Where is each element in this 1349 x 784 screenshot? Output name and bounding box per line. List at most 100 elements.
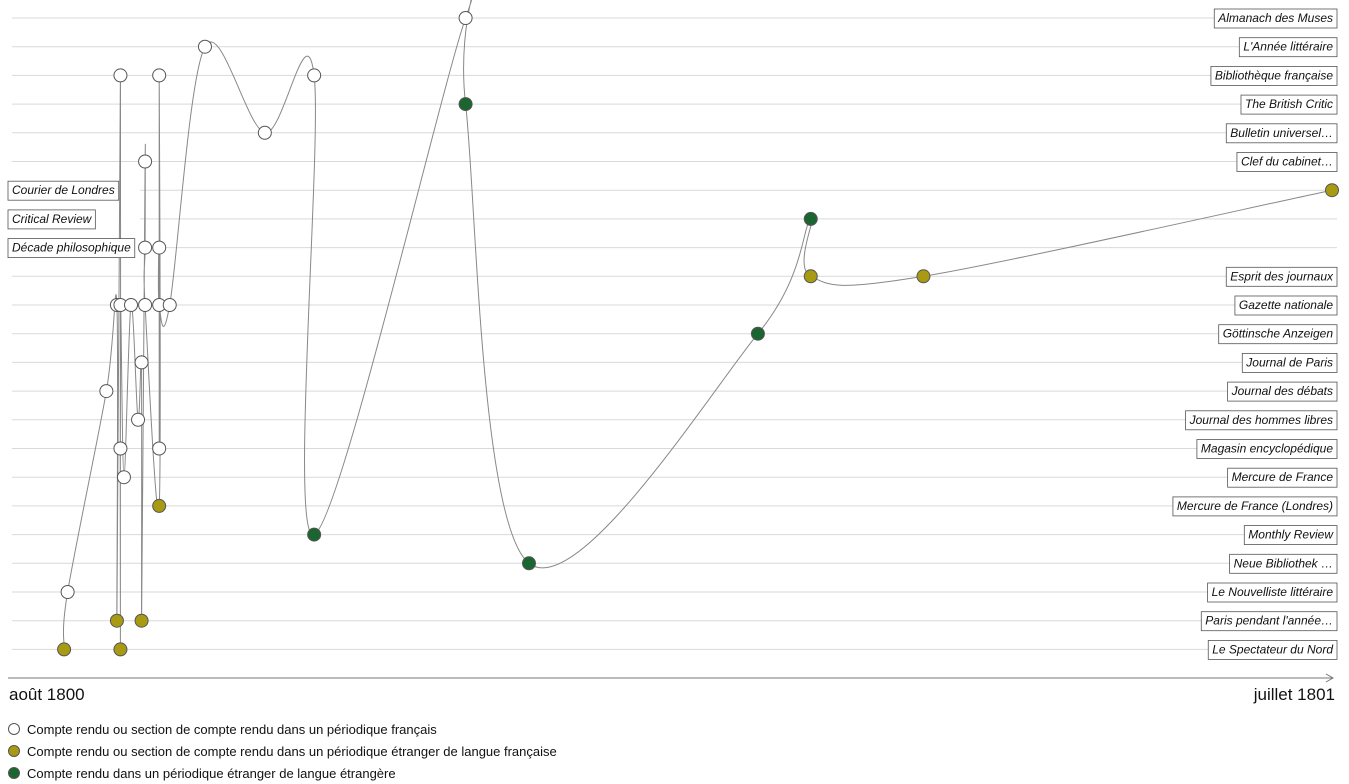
label-box xyxy=(1227,467,1338,488)
legend-label-foreign-french-language: Compte rendu ou section de compte rendu … xyxy=(27,743,557,759)
label-text: Clef du cabinet… xyxy=(1241,155,1333,169)
label-box xyxy=(1210,66,1338,86)
review-point-35-courier-de-londres xyxy=(1325,183,1339,198)
x-axis-arrow-icon xyxy=(1325,673,1335,683)
x-axis-start-label: août 1800 xyxy=(9,685,85,704)
label-box xyxy=(1200,611,1338,632)
legend-label-french: Compte rendu ou section de compte rendu … xyxy=(27,721,437,737)
periodical-label-journal-des-debats: Journal des débats xyxy=(1227,381,1338,402)
review-point-8-le-spectateur-du-nord xyxy=(113,642,128,657)
label-box xyxy=(1172,496,1338,517)
label-box xyxy=(1240,94,1338,115)
periodical-label-courier-de-londres: Courier de Londres xyxy=(7,180,120,201)
review-point-2-le-nouvelliste-litteraire xyxy=(60,585,75,599)
periodical-label-monthly-review: Monthly Review xyxy=(1243,525,1338,545)
legend-item-foreign-french-language: Compte rendu ou section de compte rendu … xyxy=(8,740,557,762)
label-text: Mercure de France (Londres) xyxy=(1177,499,1333,513)
label-text: The British Critic xyxy=(1245,97,1333,111)
periodical-label-magasin-encyclopedique: Magasin encyclopédique xyxy=(1196,439,1338,459)
periodical-label-bibliotheque-francaise: Bibliothèque française xyxy=(1210,66,1338,86)
review-point-28-almanach-des-muses xyxy=(458,11,473,25)
legend-label-foreign-language: Compte rendu dans un périodique étranger… xyxy=(27,765,396,781)
label-text: Critical Review xyxy=(12,212,93,226)
review-point-18-mercure-de-france-londres xyxy=(152,498,167,513)
label-text: L'Année littéraire xyxy=(1243,40,1333,54)
review-point-19-bibliotheque-francaise xyxy=(152,68,167,83)
legend-item-french: Compte rendu ou section de compte rendu … xyxy=(8,718,557,740)
periodical-label-almanach-des-muses: Almanach des Muses xyxy=(1213,8,1338,29)
label-text: Le Nouvelliste littéraire xyxy=(1212,585,1334,599)
label-text: Magasin encyclopédique xyxy=(1201,442,1333,456)
periodical-label-le-nouvelliste-litteraire: Le Nouvelliste littéraire xyxy=(1207,582,1338,603)
review-point-33-esprit-des-journaux xyxy=(803,269,818,284)
periodical-label-gazette-nationale: Gazette nationale xyxy=(1234,295,1338,316)
label-text: Neue Bibliothek … xyxy=(1234,556,1333,570)
label-box xyxy=(1229,553,1338,574)
legend-swatch-foreign-language xyxy=(8,767,20,779)
legend-swatch-french xyxy=(8,723,20,735)
periodical-label-journal-des-hommes-libres: Journal des hommes libres xyxy=(1185,410,1338,431)
periodical-label-the-british-critic: The British Critic xyxy=(1240,94,1338,115)
label-box xyxy=(1207,582,1338,603)
review-point-21-decade-philosophique xyxy=(152,240,167,255)
label-box xyxy=(1207,640,1338,660)
label-text: Décade philosophique xyxy=(12,241,131,255)
review-point-32-critical-review xyxy=(803,211,818,226)
label-box xyxy=(7,238,136,259)
periodical-label-critical-review: Critical Review xyxy=(7,209,96,230)
review-point-29-the-british-critic xyxy=(458,97,473,112)
review-point-30-neue-bibliothek xyxy=(521,556,536,571)
label-text: Bibliothèque française xyxy=(1215,68,1333,82)
review-point-6-bibliotheque-francaise xyxy=(113,68,128,83)
label-box xyxy=(1225,266,1338,287)
chronology-curve xyxy=(62,0,1333,653)
label-box xyxy=(7,180,120,201)
review-point-7-magasin-encyclopedique xyxy=(113,441,128,456)
review-point-14-paris-pendant-l-annee xyxy=(134,613,149,628)
review-point-5-paris-pendant-l-annee xyxy=(109,613,124,628)
review-point-23-gazette-nationale xyxy=(162,298,177,312)
periodical-labels: Almanach des Muses L'Année littéraire Bibl… xyxy=(7,8,1338,660)
label-box xyxy=(1225,123,1338,144)
label-box xyxy=(1213,8,1338,29)
legend-swatch-foreign-french-language xyxy=(8,745,20,757)
periodical-label-bulletin-universel: Bulletin universel… xyxy=(1225,123,1338,144)
review-point-12-journal-des-hommes-libres xyxy=(131,412,146,427)
label-text: Journal de Paris xyxy=(1245,355,1333,369)
periodical-label-le-spectateur-du-nord: Le Spectateur du Nord xyxy=(1207,640,1338,660)
legend: Compte rendu ou section de compte rendu … xyxy=(8,718,557,784)
review-point-13-journal-de-paris xyxy=(134,355,149,370)
review-point-25-bulletin-universel xyxy=(257,125,272,140)
periodical-label-paris-pendant-l-annee: Paris pendant l'année… xyxy=(1200,611,1338,632)
legend-item-foreign-language: Compte rendu dans un périodique étranger… xyxy=(8,762,557,784)
review-point-24-l-annee-litteraire xyxy=(197,39,212,54)
periodical-label-journal-de-paris: Journal de Paris xyxy=(1241,352,1338,373)
periodical-label-neue-bibliothek: Neue Bibliothek … xyxy=(1229,553,1338,574)
label-box xyxy=(1185,410,1338,431)
label-box xyxy=(1218,324,1338,345)
label-text: Gazette nationale xyxy=(1239,298,1333,312)
periodical-label-esprit-des-journaux: Esprit des journaux xyxy=(1225,266,1338,287)
label-text: Göttinsche Anzeigen xyxy=(1223,327,1334,341)
review-point-20-magasin-encyclopedique xyxy=(152,441,167,456)
label-box xyxy=(7,209,96,230)
periodical-rows xyxy=(12,17,1337,650)
label-box xyxy=(1243,525,1338,545)
label-box xyxy=(1196,439,1338,459)
review-marks xyxy=(57,11,1339,657)
label-text: Paris pendant l'année… xyxy=(1205,614,1333,628)
label-box xyxy=(1227,381,1338,402)
review-point-27-monthly-review xyxy=(307,527,322,542)
review-point-1-le-spectateur-du-nord xyxy=(57,642,72,657)
review-point-11-gazette-nationale xyxy=(124,298,139,312)
periodical-label-mercure-de-france-londres: Mercure de France (Londres) xyxy=(1172,496,1338,517)
periodical-label-clef-du-cabinet: Clef du cabinet… xyxy=(1236,152,1338,172)
label-text: Mercure de France xyxy=(1232,470,1334,484)
review-point-26-bibliotheque-francaise xyxy=(307,68,322,83)
label-text: Almanach des Muses xyxy=(1217,11,1333,25)
label-text: Journal des débats xyxy=(1231,384,1333,398)
periodical-label-mercure-de-france: Mercure de France xyxy=(1227,467,1338,488)
label-text: Courier de Londres xyxy=(12,183,115,197)
review-point-16-decade-philosophique xyxy=(138,240,153,255)
label-box xyxy=(1241,352,1338,373)
